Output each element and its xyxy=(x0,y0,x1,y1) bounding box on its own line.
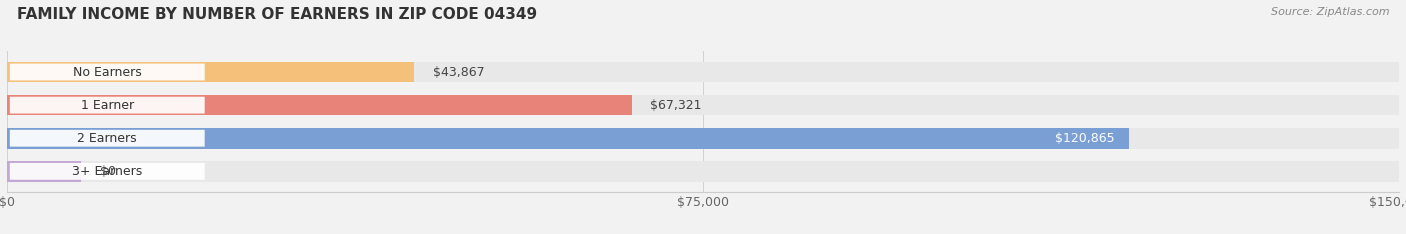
Text: $67,321: $67,321 xyxy=(651,99,702,112)
Text: Source: ZipAtlas.com: Source: ZipAtlas.com xyxy=(1271,7,1389,17)
Bar xyxy=(7,62,415,82)
Bar xyxy=(7,95,631,115)
Text: FAMILY INCOME BY NUMBER OF EARNERS IN ZIP CODE 04349: FAMILY INCOME BY NUMBER OF EARNERS IN ZI… xyxy=(17,7,537,22)
Text: No Earners: No Earners xyxy=(73,66,142,79)
FancyBboxPatch shape xyxy=(10,130,205,147)
Text: 2 Earners: 2 Earners xyxy=(77,132,136,145)
Text: 1 Earner: 1 Earner xyxy=(80,99,134,112)
Bar xyxy=(7,128,1129,149)
Bar xyxy=(7,128,1399,149)
FancyBboxPatch shape xyxy=(10,163,205,180)
Bar xyxy=(7,95,1399,115)
Text: 3+ Earners: 3+ Earners xyxy=(72,165,142,178)
Text: $0: $0 xyxy=(100,165,115,178)
FancyBboxPatch shape xyxy=(10,64,205,80)
Text: $43,867: $43,867 xyxy=(433,66,484,79)
FancyBboxPatch shape xyxy=(10,97,205,113)
Text: $120,865: $120,865 xyxy=(1054,132,1115,145)
Bar xyxy=(7,161,82,182)
Bar xyxy=(7,161,1399,182)
Bar xyxy=(7,62,1399,82)
